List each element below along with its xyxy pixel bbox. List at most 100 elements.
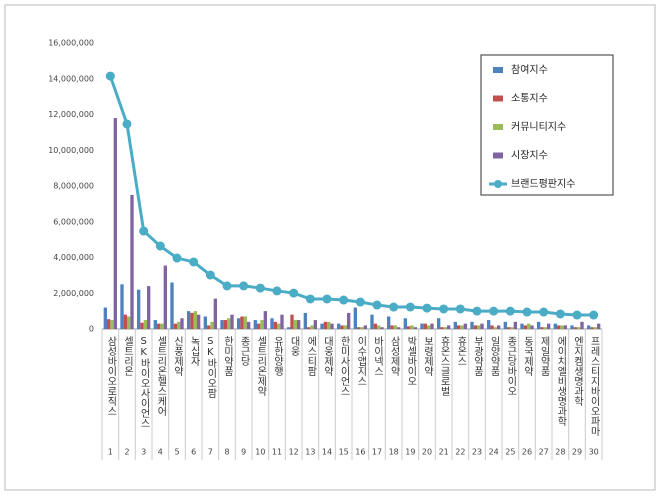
category-rank: 2 (124, 448, 129, 457)
category-rank: 13 (305, 448, 315, 457)
line-marker (472, 306, 482, 316)
line-marker (522, 307, 532, 317)
bar (537, 321, 541, 329)
bar (523, 325, 527, 329)
bar (373, 323, 377, 329)
bar (393, 325, 397, 329)
x-tick-label: 한미약품 (222, 336, 234, 376)
category-rank: 24 (489, 448, 499, 457)
bar (280, 314, 284, 329)
bar (453, 321, 457, 329)
line-marker (455, 304, 465, 314)
bar (313, 320, 317, 329)
category-rank: 14 (322, 448, 332, 457)
bar (287, 327, 291, 329)
category-rank: 4 (158, 448, 163, 457)
category-rank: 27 (539, 448, 549, 457)
category-rank: 22 (455, 448, 465, 457)
bar (297, 320, 301, 329)
category-rank: 20 (422, 448, 432, 457)
bar (307, 327, 311, 329)
bar (570, 325, 574, 329)
bar (407, 326, 411, 329)
x-tick-label: 삼성바이오로직스 (105, 336, 117, 416)
bar (127, 316, 131, 329)
line-marker (389, 302, 399, 312)
bar (140, 322, 144, 329)
bar (470, 321, 474, 329)
x-tick-label: 유한양행 (272, 336, 284, 376)
bar (557, 325, 561, 329)
legend-label: 커뮤니티지수 (511, 121, 566, 133)
bar (153, 320, 157, 329)
bar (107, 319, 111, 329)
bar (130, 194, 134, 329)
line-marker (255, 283, 265, 293)
x-tick-label: 일양약품 (488, 336, 500, 376)
bar (457, 325, 461, 329)
legend-label: 참여지수 (511, 64, 548, 76)
line-marker (422, 303, 432, 313)
bar (507, 327, 511, 329)
bar (173, 323, 177, 329)
bar (437, 318, 441, 329)
category-rank: 12 (289, 448, 299, 457)
bar (447, 325, 451, 329)
bar (193, 311, 197, 329)
bar (147, 286, 151, 329)
bar (357, 327, 361, 329)
x-tick-label: 이수앱지스 (355, 336, 367, 386)
line-marker (339, 295, 349, 305)
bar (473, 325, 477, 329)
line-marker (272, 286, 282, 296)
x-tick-label: 동국제약 (522, 336, 534, 377)
bar (293, 320, 297, 329)
bar (563, 325, 567, 329)
line-marker (172, 253, 182, 263)
bar (553, 323, 557, 329)
legend-label: 시장지수 (511, 150, 548, 162)
y-tick-label: 4,000,000 (53, 253, 94, 262)
x-tick-label: 휴온스글로벌 (438, 336, 450, 396)
x-tick-label: 엔지켐생명과학 (572, 336, 584, 407)
category-rank: 25 (505, 448, 515, 457)
bar (440, 327, 444, 329)
bar (593, 327, 597, 329)
category-rank: 1 (108, 448, 113, 457)
bar (530, 325, 534, 329)
x-tick-label: 휴온스 (455, 336, 467, 366)
bar (310, 325, 314, 329)
line-marker (155, 241, 165, 251)
x-tick-label: SK바이오사이언스 (138, 336, 150, 428)
bar (257, 323, 261, 329)
line-marker (205, 270, 215, 280)
x-tick-label: 보령제약 (422, 336, 434, 377)
category-rank: 5 (174, 448, 179, 457)
line-marker (372, 300, 382, 310)
bar (223, 320, 227, 329)
bar (103, 307, 107, 329)
bar (320, 323, 324, 329)
legend-swatch (493, 124, 503, 130)
bar (380, 327, 384, 329)
bar (463, 323, 467, 329)
category-rank: 23 (472, 448, 482, 457)
y-tick-label: 10,000,000 (48, 146, 94, 155)
bar (197, 314, 201, 329)
bar (210, 321, 214, 329)
line-marker (189, 257, 199, 267)
x-tick-label: 박셀바이오 (405, 336, 417, 386)
bar (213, 298, 217, 329)
bar (413, 327, 417, 329)
x-tick-label: 대웅제약 (322, 336, 334, 377)
x-tick-label: 셀트리온헬스케어 (155, 336, 167, 417)
category-rank: 6 (191, 448, 196, 457)
legend-label: 소통지수 (511, 93, 548, 105)
bar (487, 320, 491, 329)
x-tick-label: 에스티팜 (305, 336, 317, 376)
bar (323, 321, 327, 329)
bar (110, 320, 114, 329)
line-marker (405, 302, 415, 312)
line-marker (122, 119, 132, 129)
